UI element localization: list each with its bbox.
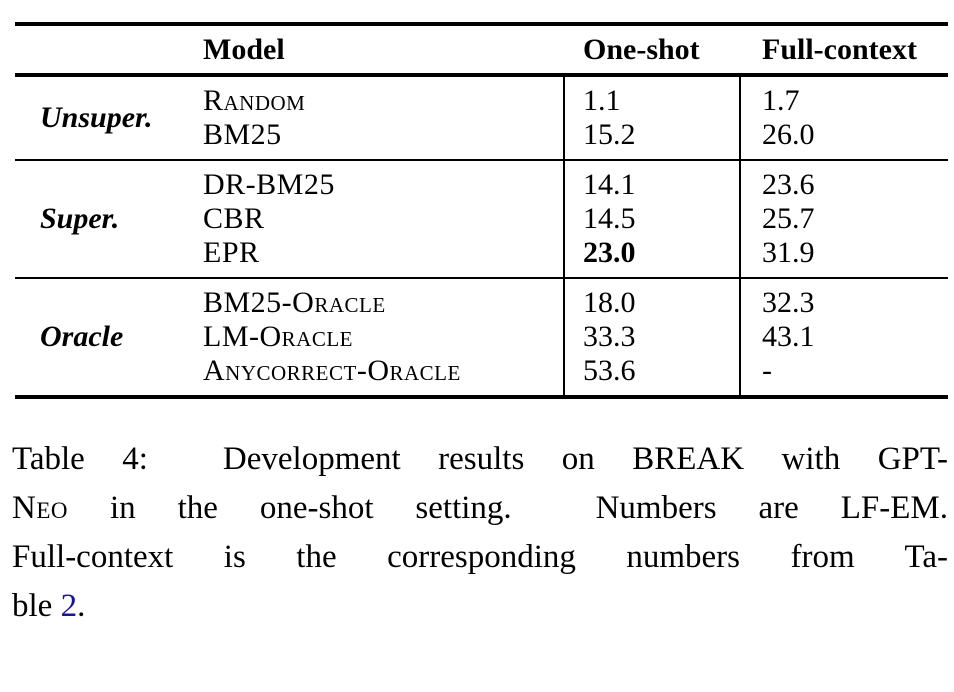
model-name: BM25-Oracle (203, 286, 386, 319)
table-row: DR-BM25 14.1 23.6 (203, 168, 948, 202)
group-rows: Random 1.1 1.7 BM25 15.2 26.0 (203, 84, 948, 152)
one-shot-value: 53.6 (583, 354, 636, 387)
group-rows: BM25-Oracle 18.0 32.3 LM-Oracle 33.3 43.1 Anyc… (203, 286, 948, 388)
table-2-link[interactable]: 2 (60, 588, 78, 624)
table-row: LM-Oracle 33.3 43.1 (203, 320, 948, 354)
group-label: Oracle (40, 320, 124, 353)
table-row: CBR 14.5 25.7 (203, 202, 948, 236)
caption-text: Neo (12, 490, 68, 526)
caption-line: ble 2. (12, 582, 948, 631)
table-group: Unsuper. Random 1.1 1.7 BM25 15.2 26.0 (15, 77, 948, 159)
caption-text: in the one-shot setting. Numbers are LF-… (68, 490, 948, 526)
caption-line: Neo in the one-shot setting. Numbers are… (12, 484, 948, 533)
full-context-value: 26.0 (762, 118, 815, 151)
full-context-value: 25.7 (762, 202, 815, 235)
one-shot-value: 18.0 (583, 286, 636, 319)
one-shot-value: 23.0 (583, 236, 636, 269)
table-top-rule (15, 22, 948, 26)
column-header-model: Model (203, 32, 285, 66)
table-body: Unsuper. Random 1.1 1.7 BM25 15.2 26.0 Super. DR… (15, 77, 948, 395)
one-shot-value: 15.2 (583, 118, 636, 151)
table-bottom-rule (15, 395, 948, 399)
caption-text: ble (12, 588, 61, 624)
group-label: Super. (40, 202, 120, 235)
group-separator-rule (15, 277, 948, 279)
model-name: Anycorrect-Oracle (203, 354, 461, 387)
group-label: Unsuper. (40, 101, 153, 134)
column-divider-one-shot (563, 77, 565, 395)
table-row: Random 1.1 1.7 (203, 84, 948, 118)
caption-text: Full-context is the corresponding number… (12, 539, 948, 575)
column-divider-full-context (739, 77, 741, 395)
table-row: BM25 15.2 26.0 (203, 118, 948, 152)
model-name: LM-Oracle (203, 320, 353, 353)
model-name: DR-BM25 (203, 168, 335, 201)
header-separator-rule (15, 73, 948, 77)
table-row: Anycorrect-Oracle 53.6 - (203, 354, 948, 388)
group-rows: DR-BM25 14.1 23.6 CBR 14.5 25.7 EPR 23.0 31.9 (203, 168, 948, 270)
one-shot-value: 14.1 (583, 168, 636, 201)
full-context-value: - (762, 354, 772, 387)
full-context-value: 31.9 (762, 236, 815, 269)
full-context-value: 1.7 (762, 84, 800, 117)
group-separator-rule (15, 159, 948, 161)
full-context-value: 43.1 (762, 320, 815, 353)
model-name: CBR (203, 202, 265, 235)
column-header-one-shot: One-shot (583, 32, 700, 66)
table-header-row: Model One-shot Full-context (15, 26, 948, 73)
model-name: EPR (203, 236, 260, 269)
table-caption: Table 4: Development results on BREAK wi… (12, 435, 948, 631)
one-shot-value: 14.5 (583, 202, 636, 235)
table-row: BM25-Oracle 18.0 32.3 (203, 286, 948, 320)
one-shot-value: 1.1 (583, 84, 621, 117)
caption-text: . (77, 588, 86, 624)
caption-line: Full-context is the corresponding number… (12, 533, 948, 582)
model-name: Random (203, 84, 306, 117)
column-header-full-context: Full-context (762, 32, 917, 66)
page: { "colors": { "text": "#000000", "rule":… (0, 22, 954, 692)
results-table: Model One-shot Full-context Unsuper. Rand… (15, 22, 948, 399)
full-context-value: 32.3 (762, 286, 815, 319)
one-shot-value: 33.3 (583, 320, 636, 353)
caption-line: Table 4: Development results on BREAK wi… (12, 435, 948, 484)
table-group: Oracle BM25-Oracle 18.0 32.3 LM-Oracle 33.3 43… (15, 279, 948, 395)
model-name: BM25 (203, 118, 282, 151)
table-row: EPR 23.0 31.9 (203, 236, 948, 270)
full-context-value: 23.6 (762, 168, 815, 201)
table-group: Super. DR-BM25 14.1 23.6 CBR 14.5 25.7 EPR 23.0 3… (15, 161, 948, 277)
caption-text: Table 4: Development results on BREAK wi… (12, 441, 948, 477)
